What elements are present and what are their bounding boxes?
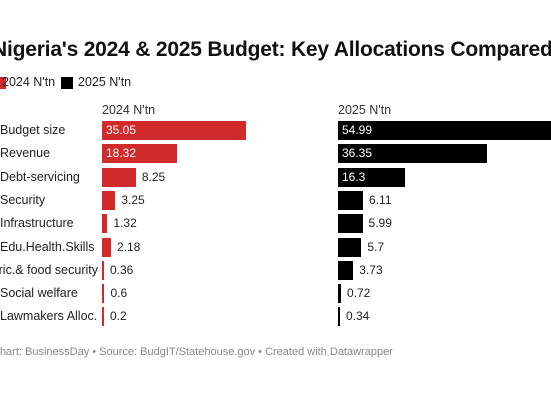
bar-2024: [102, 167, 136, 187]
bar-2025: [338, 260, 354, 280]
data-label-2025: 0.72: [346, 286, 371, 301]
bar-2024: [102, 121, 246, 140]
data-label-2025: 5.99: [368, 216, 392, 231]
legend-swatch-2024: [0, 77, 6, 89]
data-label-2024: 0.36: [110, 262, 134, 277]
bar-2025: [338, 307, 340, 327]
category-label: Debt-servicing: [0, 169, 80, 184]
data-label-2025: 0.34: [346, 309, 370, 324]
legend-swatch-2025: [61, 77, 73, 89]
data-label-2024: 0.2: [110, 309, 127, 324]
data-label-2025: 5.7: [367, 239, 385, 254]
data-label-2024: 35.05: [106, 123, 137, 137]
data-label-2024: 2.18: [116, 239, 141, 254]
data-label-2024: 8.25: [141, 169, 166, 184]
category-label: Social welfare: [0, 286, 78, 301]
bar-2024: [102, 214, 108, 234]
chart-footer: Chart: BusinessDay • Source: BudgIT/Stat…: [0, 346, 393, 358]
bar-2024: [102, 237, 111, 257]
data-label-2024: 0.6: [110, 286, 128, 301]
legend-label-2025: 2025 N'tn: [78, 75, 132, 89]
bar-2024: [102, 190, 116, 210]
bar-2024: [102, 284, 105, 304]
chart-title: Nigeria's 2024 & 2025 Budget: Key Alloca…: [0, 38, 551, 61]
bar-2025: [338, 237, 362, 257]
data-label-2025: 3.73: [359, 262, 383, 277]
bar-2025: [338, 167, 405, 187]
category-label: Lawmakers Alloc.: [0, 309, 98, 324]
bar-2025: [338, 190, 364, 210]
data-label-2025: 54.99: [342, 123, 373, 137]
category-label: Agric.& food security: [0, 262, 98, 277]
bar-2025: [338, 214, 363, 234]
data-label-2024: 18.32: [106, 146, 137, 161]
bar-2025: [338, 284, 341, 304]
category-label: Infrastructure: [0, 216, 74, 231]
data-label-2025: 36.35: [342, 146, 373, 161]
bar-2024: [102, 260, 104, 280]
category-label: Edu.Health.Skills: [0, 239, 95, 254]
legend-label-2024: 2024 N'tn: [2, 75, 56, 89]
data-label-2024: 3.25: [121, 192, 145, 207]
panel-title-2024: 2024 N'tn: [102, 103, 156, 117]
category-label: Security: [0, 192, 46, 207]
bar-2025: [338, 121, 551, 140]
bar-2024: [102, 307, 104, 327]
bar-2025: [338, 144, 488, 164]
category-label: Budget size: [0, 123, 66, 137]
data-label-2025: 16.3: [342, 169, 366, 184]
category-label: Revenue: [0, 146, 51, 161]
data-label-2024: 1.32: [113, 216, 137, 231]
panel-title-2025: 2025 N'tn: [338, 103, 392, 117]
bar-2024: [102, 144, 178, 164]
data-label-2025: 6.11: [369, 192, 392, 207]
